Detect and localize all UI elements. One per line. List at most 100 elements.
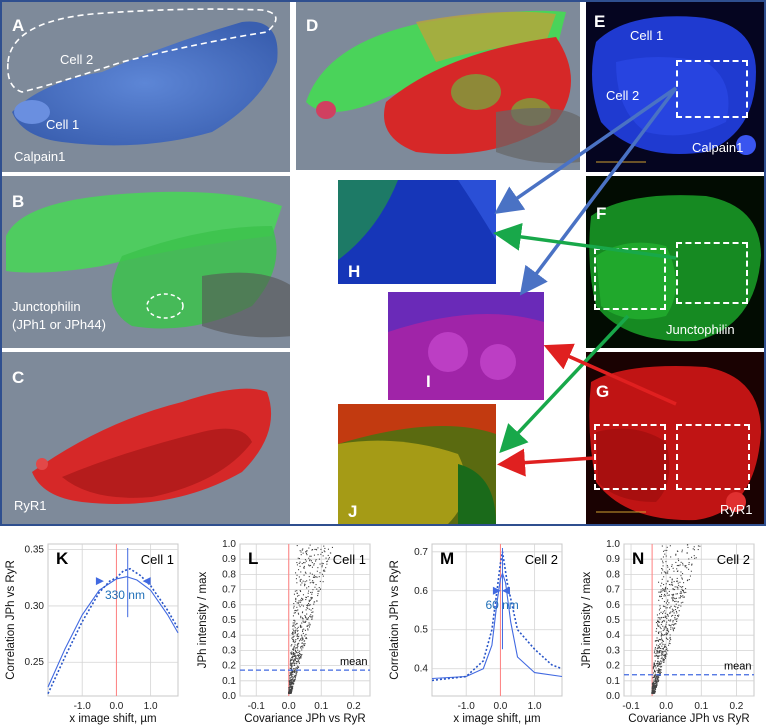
scatter-point [308,557,310,559]
scatter-point [661,594,663,596]
scatter-point [321,564,323,566]
panel-c-image: C RyR1 [2,352,290,524]
scatter-point [660,617,662,619]
scatter-point [295,657,297,659]
scatter-point [294,671,296,673]
scatter-point [327,548,329,550]
scatter-point [309,579,311,581]
scatter-point [296,628,298,630]
scatter-point [297,655,299,657]
scatter-point [296,634,298,636]
x-tick-label: 0.2 [347,701,361,712]
scatter-point [665,626,667,628]
scatter-point [306,613,308,615]
scatter-point [665,586,667,588]
scatter-point [296,564,298,566]
scatter-point [309,555,311,557]
scatter-point [685,591,687,593]
scatter-point [295,572,297,574]
scatter-point [680,571,682,573]
scatter-point [659,643,661,645]
scatter-point [673,570,675,572]
scatter-point [290,691,292,693]
scatter-point [667,581,669,583]
scatter-point [659,617,661,619]
scatter-point [294,677,296,679]
scatter-point [292,655,294,657]
scatter-point [657,647,659,649]
scatter-point [296,644,298,646]
scatter-point [291,637,293,639]
scatter-point [297,557,299,559]
scatter-point [315,560,317,562]
scatter-point [291,651,293,653]
scatter-point [291,689,293,691]
scatter-point [294,675,296,677]
scatter-point [288,688,290,690]
overlay-h-image [338,180,496,284]
scatter-point [308,547,310,549]
panel-b-caption-1: Junctophilin [12,299,81,314]
scatter-point [313,576,315,578]
scatter-point [672,598,674,600]
scatter-point [294,642,296,644]
scatter-point [657,679,659,681]
scatter-point [663,576,665,578]
scatter-point [288,684,290,686]
scatter-point [677,601,679,603]
scatter-point [297,626,299,628]
panel-letter: L [248,549,258,568]
scatter-point [292,671,294,673]
scatter-point [672,594,674,596]
scatter-point [304,583,306,585]
scatter-point [293,603,295,605]
scatter-point [672,600,674,602]
scatter-point [666,648,668,650]
scatter-point [297,661,299,663]
scatter-point [654,650,656,652]
scatter-point [300,617,302,619]
scatter-point [297,660,299,662]
scatter-point [303,562,305,564]
scatter-point [307,629,309,631]
scatter-point [661,616,663,618]
scatter-point [668,594,670,596]
scatter-point [659,663,661,665]
scatter-point [295,667,297,669]
scatter-point [301,597,303,599]
scatter-point [311,611,313,613]
panel-f-roi-box-2 [676,242,748,304]
y-tick-label: 0.7 [414,547,428,558]
scatter-point [305,596,307,598]
scatter-point [311,549,313,551]
scatter-point [298,657,300,659]
scatter-point [290,673,292,675]
scatter-point [652,690,654,692]
scatter-point [667,638,669,640]
scatter-point [652,687,654,689]
scatter-point [658,671,660,673]
scatter-point [294,674,296,676]
scatter-point [673,623,675,625]
scatter-point [667,632,669,634]
scatter-point [308,608,310,610]
scatter-point [312,608,314,610]
scatter-point [316,588,318,590]
scatter-point [662,588,664,590]
y-tick-label: 0.5 [606,615,620,626]
scatter-point [654,675,656,677]
scatter-point [666,607,668,609]
scatter-point [664,615,666,617]
scatter-point [665,648,667,650]
scatter-point [293,653,295,655]
plot-l: 1.0 0.9 0.8 0.7 0.6 0.5 0.4 0.3 0.2 0.1 0.0 -0.1 0.0… [197,539,371,725]
scatter-point [661,653,663,655]
scatter-point [657,620,659,622]
scatter-point [657,681,659,683]
scatter-point [681,578,683,580]
scatter-point [681,551,683,553]
scatter-point [309,564,311,566]
scatter-point [325,567,327,569]
scatter-point [302,580,304,582]
scatter-point [654,673,656,675]
